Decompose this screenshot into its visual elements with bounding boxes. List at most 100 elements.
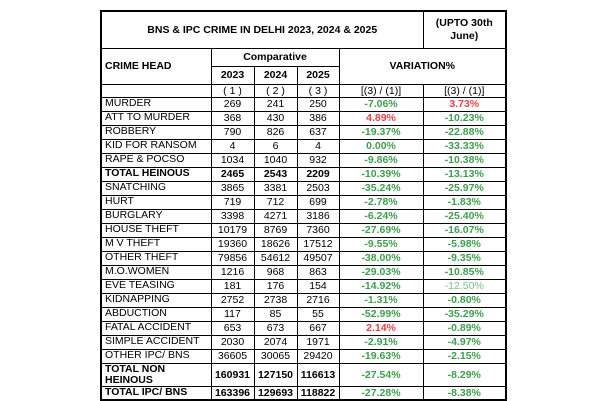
crime-head-cell: HURT — [100, 194, 212, 210]
value-2024-cell: 6 — [253, 138, 298, 154]
value-2025-cell: 2209 — [296, 166, 340, 182]
table-row: FATAL ACCIDENT 653 673 667 2.14% -0.89% — [100, 320, 507, 336]
crime-head-cell: OTHER THEFT — [100, 250, 212, 266]
variation-2-cell: 3.73% — [422, 96, 507, 112]
crime-head-cell: FATAL ACCIDENT — [100, 320, 212, 336]
table-row: SIMPLE ACCIDENT 2030 2074 1971 -2.91% -4… — [100, 334, 507, 350]
index-variation-2: [(3) / (1)] — [422, 83, 507, 98]
value-2024-cell: 4271 — [253, 208, 298, 224]
variation-1-cell: -38.00% — [338, 250, 424, 266]
value-2024-cell: 30065 — [253, 348, 298, 364]
crime-head-cell: TOTAL IPC/ BNS — [100, 385, 212, 401]
value-2025-cell: 55 — [296, 306, 340, 322]
value-2023-cell: 2752 — [210, 292, 255, 308]
value-2024-cell: 2074 — [253, 334, 298, 350]
crime-head-cell: ABDUCTION — [100, 306, 212, 322]
variation-1-cell: -9.86% — [338, 152, 424, 168]
value-2024-cell: 2738 — [253, 292, 298, 308]
value-2023-cell: 790 — [210, 124, 255, 140]
value-2024-cell: 712 — [253, 194, 298, 210]
variation-2-cell: -10.38% — [422, 152, 507, 168]
variation-2-cell: -0.80% — [422, 292, 507, 308]
variation-1-cell: -27.28% — [338, 385, 424, 401]
crime-head-cell: MURDER — [100, 96, 212, 112]
period-note: (UPTO 30th June) — [422, 10, 507, 49]
value-2024-cell: 85 — [253, 306, 298, 322]
year-header-2024: 2024 — [253, 65, 298, 85]
table-row: KIDNAPPING 2752 2738 2716 -1.31% -0.80% — [100, 292, 507, 308]
table-row: HOUSE THEFT 10179 8769 7360 -27.69% -16.… — [100, 222, 507, 238]
title-row: BNS & IPC CRIME IN DELHI 2023, 2024 & 20… — [100, 10, 507, 49]
table-row: TOTAL IPC/ BNS 163396 129693 118822 -27.… — [100, 385, 507, 401]
crime-head-cell: BURGLARY — [100, 208, 212, 224]
value-2025-cell: 1971 — [296, 334, 340, 350]
value-2024-cell: 826 — [253, 124, 298, 140]
variation-2-cell: -16.07% — [422, 222, 507, 238]
variation-2-cell: -10.85% — [422, 264, 507, 280]
value-2023-cell: 653 — [210, 320, 255, 336]
variation-2-cell: -25.97% — [422, 180, 507, 196]
value-2025-cell: 637 — [296, 124, 340, 140]
table-title: BNS & IPC CRIME IN DELHI 2023, 2024 & 20… — [100, 10, 424, 49]
comparative-header: Comparative — [210, 47, 340, 67]
value-2025-cell: 386 — [296, 110, 340, 126]
variation-1-cell: 4.89% — [338, 110, 424, 126]
value-2025-cell: 7360 — [296, 222, 340, 238]
value-2025-cell: 863 — [296, 264, 340, 280]
variation-2-cell: -5.98% — [422, 236, 507, 252]
value-2023-cell: 1216 — [210, 264, 255, 280]
value-2023-cell: 2030 — [210, 334, 255, 350]
table-row: KID FOR RANSOM 4 6 4 0.00% -33.33% — [100, 138, 507, 154]
crime-head-cell: SIMPLE ACCIDENT — [100, 334, 212, 350]
variation-2-cell: -9.35% — [422, 250, 507, 266]
value-2025-cell: 2503 — [296, 180, 340, 196]
variation-2-cell: -8.29% — [422, 362, 507, 387]
crime-head-cell: TOTAL HEINOUS — [100, 166, 212, 182]
table-row: SNATCHING 3865 3381 2503 -35.24% -25.97% — [100, 180, 507, 196]
variation-1-cell: -1.31% — [338, 292, 424, 308]
variation-1-cell: -29.03% — [338, 264, 424, 280]
value-2024-cell: 18626 — [253, 236, 298, 252]
value-2023-cell: 3865 — [210, 180, 255, 196]
variation-2-cell: -2.15% — [422, 348, 507, 364]
variation-2-cell: -33.33% — [422, 138, 507, 154]
value-2024-cell: 129693 — [253, 385, 298, 401]
variation-header: VARIATION% — [338, 47, 507, 85]
value-2023-cell: 10179 — [210, 222, 255, 238]
variation-1-cell: -27.54% — [338, 362, 424, 387]
variation-2-cell: -1.83% — [422, 194, 507, 210]
value-2025-cell: 116613 — [296, 362, 340, 387]
variation-2-cell: -13.13% — [422, 166, 507, 182]
variation-1-cell: 2.14% — [338, 320, 424, 336]
table-body: MURDER 269 241 250 -7.06% 3.73% ATT TO M… — [100, 96, 507, 401]
value-2024-cell: 54612 — [253, 250, 298, 266]
variation-1-cell: -19.63% — [338, 348, 424, 364]
value-2023-cell: 2465 — [210, 166, 255, 182]
crime-head-cell: KID FOR RANSOM — [100, 138, 212, 154]
crime-head-cell: SNATCHING — [100, 180, 212, 196]
value-2024-cell: 8769 — [253, 222, 298, 238]
value-2023-cell: 117 — [210, 306, 255, 322]
value-2024-cell: 430 — [253, 110, 298, 126]
index-col-3: ( 3 ) — [296, 83, 340, 98]
crime-head-header: CRIME HEAD — [100, 47, 212, 85]
header-row-1: CRIME HEAD Comparative VARIATION% — [100, 47, 507, 85]
table-row: ABDUCTION 117 85 55 -52.99% -35.29% — [100, 306, 507, 322]
variation-2-cell: -35.29% — [422, 306, 507, 322]
value-2024-cell: 1040 — [253, 152, 298, 168]
variation-2-cell: -0.89% — [422, 320, 507, 336]
variation-1-cell: -7.06% — [338, 96, 424, 112]
value-2024-cell: 2543 — [253, 166, 298, 182]
variation-1-cell: -27.69% — [338, 222, 424, 238]
table-row: ROBBERY 790 826 637 -19.37% -22.88% — [100, 124, 507, 140]
value-2025-cell: 667 — [296, 320, 340, 336]
crime-head-cell: KIDNAPPING — [100, 292, 212, 308]
table-row: ATT TO MURDER 368 430 386 4.89% -10.23% — [100, 110, 507, 126]
variation-2-cell: -10.23% — [422, 110, 507, 126]
value-2025-cell: 250 — [296, 96, 340, 112]
table-row: OTHER THEFT 79856 54612 49507 -38.00% -9… — [100, 250, 507, 266]
variation-1-cell: -6.24% — [338, 208, 424, 224]
table-row: TOTAL HEINOUS 2465 2543 2209 -10.39% -13… — [100, 166, 507, 182]
index-col-1: ( 1 ) — [210, 83, 255, 98]
